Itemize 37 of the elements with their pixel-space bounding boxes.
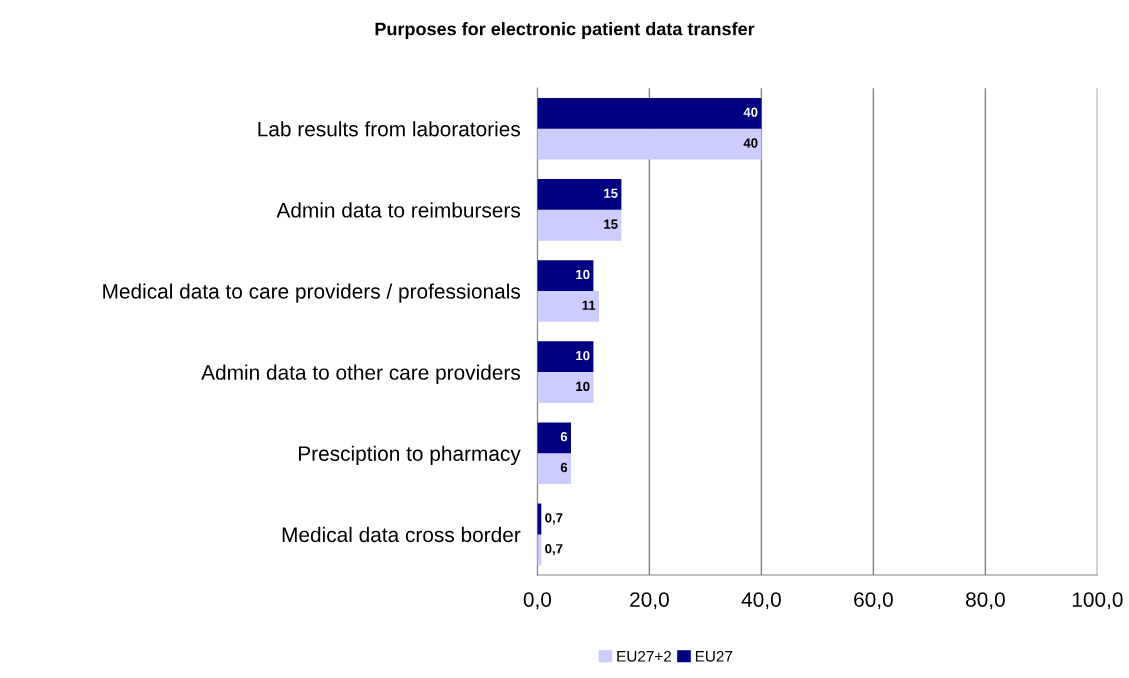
y-tick-label: Medical data cross border bbox=[282, 526, 521, 543]
legend-label: EU27+2 bbox=[617, 650, 671, 662]
data-label: 10 bbox=[576, 269, 590, 280]
x-tick-label: 80,0 bbox=[966, 592, 1005, 610]
bar bbox=[537, 179, 622, 210]
legend-label: EU27 bbox=[695, 650, 733, 662]
x-tick-label: 40,0 bbox=[741, 592, 781, 610]
y-tick-label: Admin data to other care providers bbox=[201, 364, 521, 384]
data-label: 10 bbox=[576, 350, 590, 361]
y-tick-label: Admin data to reimbursers bbox=[276, 202, 520, 218]
y-tick-label: Medical data to care providers / professionals bbox=[103, 283, 521, 303]
bar bbox=[537, 128, 762, 160]
y-tick-label: Lab results from laboratories bbox=[258, 121, 521, 137]
bar bbox=[537, 341, 594, 373]
data-label: 10 bbox=[576, 381, 590, 392]
data-label: 40 bbox=[743, 138, 758, 148]
x-tick-label: 60,0 bbox=[854, 592, 893, 610]
data-label: 15 bbox=[604, 188, 618, 198]
bar bbox=[537, 97, 762, 129]
bar bbox=[537, 290, 599, 322]
bar bbox=[537, 453, 571, 485]
data-label: 0,7 bbox=[545, 543, 563, 556]
x-tick-label: 100,0 bbox=[1072, 592, 1123, 610]
x-tick-label: 0,0 bbox=[523, 592, 552, 610]
data-label: 40 bbox=[743, 107, 758, 117]
data-label: 6 bbox=[560, 462, 568, 473]
bar bbox=[537, 260, 594, 291]
y-tick-label: Presciption to pharmacy bbox=[298, 445, 521, 466]
bar bbox=[537, 422, 571, 454]
data-label: 15 bbox=[604, 219, 618, 229]
data-label: 6 bbox=[560, 432, 568, 442]
bar bbox=[537, 209, 622, 241]
x-tick-label: 20,0 bbox=[630, 592, 669, 610]
bar bbox=[537, 372, 594, 403]
data-label: 0,7 bbox=[545, 513, 563, 525]
data-label: 11 bbox=[582, 300, 596, 310]
chart-title: Purposes for electronic patient data transfer bbox=[375, 22, 755, 39]
